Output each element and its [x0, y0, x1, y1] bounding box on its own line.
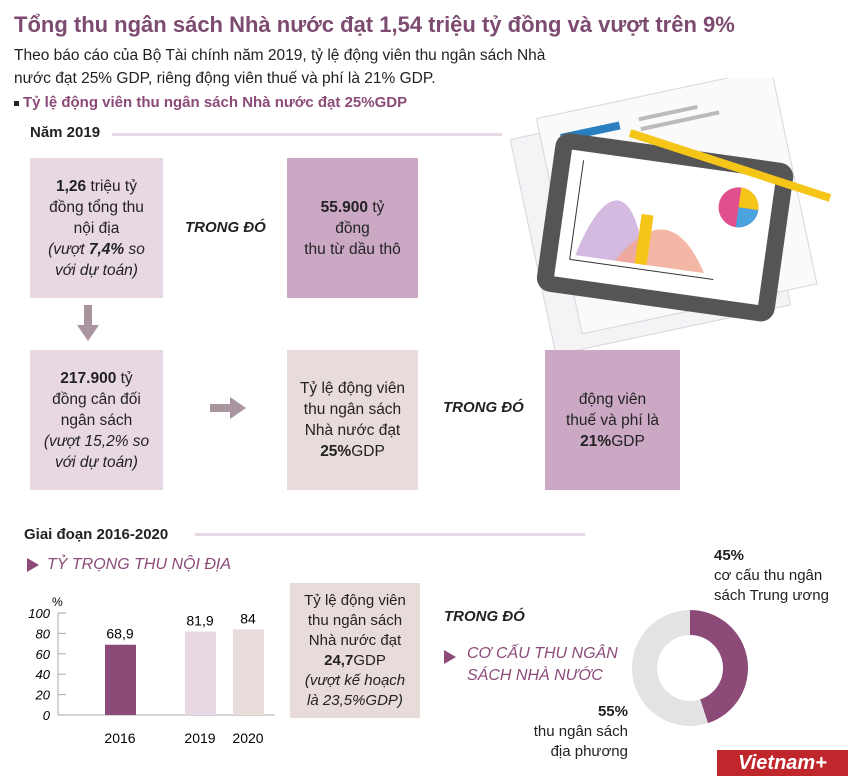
donut-chart [632, 610, 748, 726]
arrow-right-icon [210, 397, 246, 419]
y-tick-label: 20 [35, 688, 51, 703]
section-heading-period: Giai đoạn 2016-2020 [24, 526, 169, 543]
bar-2019 [185, 631, 216, 715]
donut-slice-1 [632, 610, 708, 726]
bar-value-label: 81,9 [186, 612, 213, 628]
y-tick-label: 100 [28, 606, 50, 621]
y-axis-unit: % [52, 595, 63, 609]
trong-do-label: TRONG ĐÓ [444, 608, 525, 625]
x-tick-label: 2020 [232, 730, 263, 746]
vietnamplus-logo: Vietnam+ [717, 750, 848, 776]
bar-2020 [233, 629, 264, 715]
tablet-icon [536, 133, 794, 322]
page-title: Tổng thu ngân sách Nhà nước đạt 1,54 tri… [14, 12, 735, 37]
tax-fee-box: động viên thuế và phí là 21%GDP [545, 350, 680, 490]
slice-label-local: 55% thu ngân sách địa phương [533, 703, 628, 760]
y-tick-label: 60 [36, 647, 51, 662]
tablet-illustration [509, 78, 832, 353]
triangle-icon [27, 558, 39, 572]
slice-label-central: 45% cơ cấu thu ngân sách Trung ương [714, 547, 829, 604]
trong-do-label: TRONG ĐÓ [443, 399, 524, 416]
bar-value-label: 84 [240, 610, 256, 626]
trong-do-label: TRONG ĐÓ [185, 219, 266, 236]
subtitle: Theo báo cáo của Bộ Tài chính năm 2019, … [14, 44, 614, 90]
subtitle-line: nước đạt 25% GDP, riêng động viên thuế v… [14, 70, 436, 87]
divider [112, 133, 502, 136]
bar-2016 [105, 644, 136, 715]
y-tick-label: 80 [36, 626, 51, 641]
subtitle-line: Theo báo cáo của Bộ Tài chính năm 2019, … [14, 47, 546, 64]
bullet-heading: Tỷ lệ động viên thu ngân sách Nhà nước đ… [14, 94, 407, 111]
x-tick-label: 2016 [104, 730, 135, 746]
section-heading-2019: Năm 2019 [30, 124, 101, 141]
domestic-revenue-box: 1,26 triệu tỷ đồng tổng thu nội địa (vượ… [30, 158, 163, 298]
bar-chart: % 0 20 40 60 80 100 68,9 2016 81,9 2019 84 2020 [28, 595, 275, 746]
y-tick-label: 0 [43, 708, 51, 723]
donut-slice-0 [690, 610, 748, 724]
bar-value-label: 68,9 [106, 626, 133, 642]
x-tick-label: 2019 [184, 730, 215, 746]
triangle-icon [444, 650, 456, 664]
budget-balance-box: 217.900 tỷ đồng cân đối ngân sách (vượt … [30, 350, 163, 490]
crude-oil-box: 55.900 tỷ đồng thu từ dầu thô [287, 158, 418, 298]
mobilization-rate-box: Tỷ lệ động viên thu ngân sách Nhà nước đ… [287, 350, 418, 490]
donut-heading: CƠ CẤU THU NGÂN SÁCH NHÀ NƯỚC [467, 645, 618, 684]
y-tick-label: 40 [36, 667, 51, 682]
pencil-icon [628, 129, 832, 202]
arrow-down-icon [77, 305, 99, 341]
period-rate-box: Tỷ lệ động viên thu ngân sách Nhà nước đ… [290, 583, 420, 718]
divider [195, 533, 585, 536]
bar-chart-heading: TỶ TRỌNG THU NỘI ĐỊA [47, 556, 231, 573]
